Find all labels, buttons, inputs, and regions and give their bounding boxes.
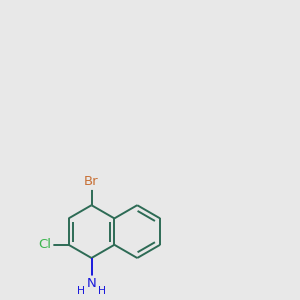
Text: N: N bbox=[87, 277, 96, 290]
Text: H: H bbox=[77, 286, 85, 296]
Text: H: H bbox=[98, 286, 106, 296]
Text: Br: Br bbox=[84, 175, 99, 188]
Text: Cl: Cl bbox=[38, 238, 51, 251]
